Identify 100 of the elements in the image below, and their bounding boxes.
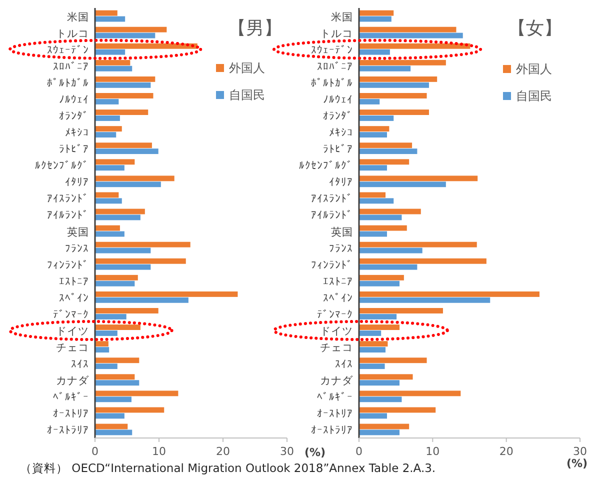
bar [95,26,167,32]
bar [359,116,394,121]
y-tick-label: ｽｲｽ [71,358,89,371]
bar [95,126,122,132]
bar [95,214,140,220]
bar [95,198,122,204]
bar [95,407,164,413]
y-tick-label: ｽﾛﾊﾞﾆｱ [317,60,353,73]
y-tick-label: カナダ [320,375,354,388]
bar [95,110,148,115]
bar [95,148,158,154]
bar [95,132,116,138]
text: 【女】 [508,18,562,39]
y-tick-label: ﾒｷｼｺ [65,127,89,140]
bar [359,330,382,336]
bar [359,142,412,148]
y-tick-label: トルコ [56,28,89,40]
bar [359,324,400,330]
bar [359,60,446,66]
bar [95,176,174,182]
y-tick-label: ｱｲﾙﾗﾝﾄﾞ [311,208,353,222]
bar [95,380,140,386]
bar [359,225,407,231]
y-tick-label: ｲﾀﾘｱ [65,176,89,189]
y-tick-label: ﾌｨﾝﾗﾝﾄﾞ [47,258,89,272]
bar [95,142,152,148]
bar [359,98,380,104]
bar [359,380,400,386]
bar [95,274,138,280]
bar [95,324,140,330]
legend-label: 自国民 [229,88,265,102]
bar [359,291,540,297]
bar [359,347,386,352]
bar [95,374,135,380]
bar [95,165,124,171]
bar [359,341,388,347]
y-tick-label: ドイツ [56,326,89,338]
x-tick-label: 0 [356,445,362,458]
y-tick-label: ﾗﾄﾋﾞｱ [323,142,353,156]
bar [359,208,421,214]
y-tick-label: ﾎﾟﾙﾄｶﾞﾙ [311,76,353,90]
x-tick-label: 20 [216,445,230,458]
y-tick-label: ｵｰｽﾄﾘｱ [317,408,353,420]
x-axis-title: (%) [304,446,326,459]
y-tick-label: ﾉﾙｳｪｲ [59,94,89,106]
bar [359,413,387,419]
bar [95,242,190,248]
bar [359,407,436,413]
bar [359,110,429,115]
bar [359,258,486,264]
bar [95,208,145,214]
y-tick-label: ﾌﾗﾝｽ [65,242,89,255]
bar [95,264,151,270]
bar [359,10,394,16]
legend-label: 外国人 [516,62,552,76]
bar [359,424,410,430]
y-tick-label: 英国 [67,225,89,238]
bar [95,82,151,88]
bar [359,280,400,286]
y-tick-label: ドイツ [320,326,353,338]
bar [359,308,443,314]
text: （資料） OECD“International Migration Outlook 2018”Annex Table 2.A.3. [20,461,436,475]
bar [359,274,404,280]
bar [95,76,156,82]
y-tick-label: チェコ [320,342,353,354]
bar [359,358,427,364]
bar [359,430,400,436]
legend-label: 自国民 [516,89,552,103]
bar [95,225,120,231]
bar [359,43,470,49]
y-tick-label: カナダ [56,375,90,388]
y-tick-label: ｵﾗﾝﾀﾞ [59,110,89,122]
y-tick-label: ﾎﾟﾙﾄｶﾞﾙ [47,76,89,90]
y-tick-label: ｱｲｽﾗﾝﾄﾞ [311,192,353,206]
bar [95,347,110,352]
y-tick-label: ﾃﾞﾝﾏｰｸ [53,308,89,321]
x-tick-label: 30 [573,445,587,458]
y-tick-label: ｽｳｪｰﾃﾞﾝ [47,43,89,56]
bar [95,248,151,254]
bar [95,258,186,264]
y-tick-label: ﾗﾄﾋﾞｱ [59,142,89,156]
bar [359,176,478,182]
y-tick-label: ｵﾗﾝﾀﾞ [323,110,353,122]
bar [359,396,402,402]
bar [95,413,124,419]
x-tick-label: 30 [280,445,294,458]
bar [359,390,461,396]
bar [95,430,132,436]
bar [359,32,463,38]
y-tick-label: ｱｲｽﾗﾝﾄﾞ [47,192,89,206]
bar [95,308,158,314]
bar [359,314,397,320]
bar [95,390,178,396]
bar [95,358,140,364]
y-tick-label: ﾃﾞﾝﾏｰｸ [317,308,353,321]
text: 【男】 [228,18,282,39]
bar [359,126,390,132]
bar [359,66,411,72]
y-tick-label: ｽﾍﾟｲﾝ [323,292,353,304]
bar [95,314,126,320]
